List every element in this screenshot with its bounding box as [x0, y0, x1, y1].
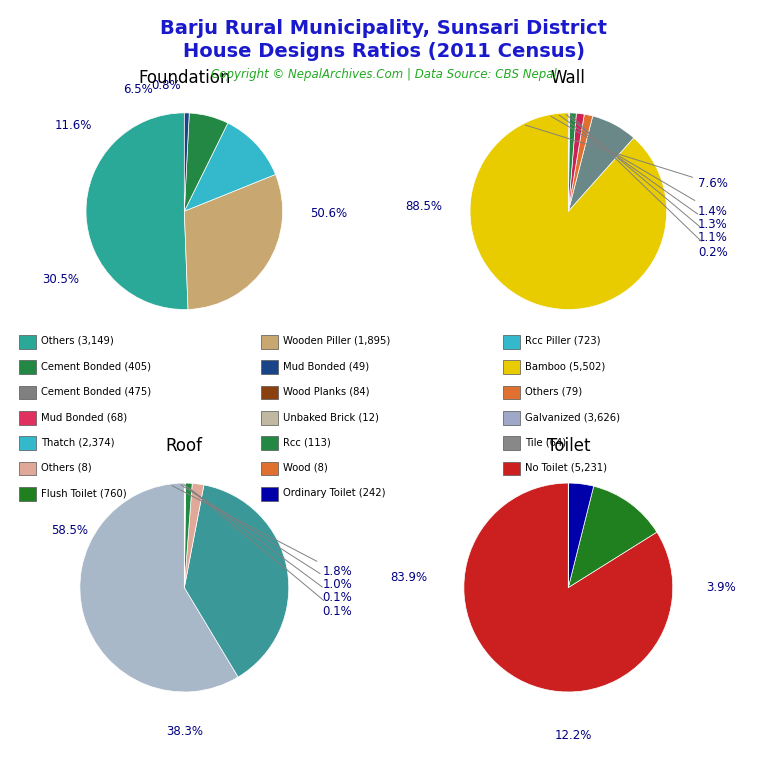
- Wedge shape: [184, 483, 186, 588]
- Title: Toilet: Toilet: [547, 438, 590, 455]
- Text: 1.0%: 1.0%: [180, 485, 352, 591]
- Wedge shape: [568, 486, 657, 588]
- Text: Unbaked Brick (12): Unbaked Brick (12): [283, 412, 379, 422]
- Wedge shape: [184, 485, 289, 677]
- Text: Thatch (2,374): Thatch (2,374): [41, 437, 115, 448]
- Text: Wooden Piller (1,895): Wooden Piller (1,895): [283, 336, 391, 346]
- Text: Galvanized (3,626): Galvanized (3,626): [525, 412, 621, 422]
- Wedge shape: [568, 114, 593, 211]
- Text: Wood (8): Wood (8): [283, 462, 328, 473]
- Text: Copyright © NepalArchives.Com | Data Source: CBS Nepal: Copyright © NepalArchives.Com | Data Sou…: [211, 68, 557, 81]
- Text: Cement Bonded (405): Cement Bonded (405): [41, 361, 151, 372]
- Text: Others (3,149): Others (3,149): [41, 336, 114, 346]
- Text: Cement Bonded (475): Cement Bonded (475): [41, 386, 151, 397]
- Wedge shape: [464, 483, 673, 692]
- Wedge shape: [184, 174, 283, 310]
- Text: Bamboo (5,502): Bamboo (5,502): [525, 361, 605, 372]
- Wedge shape: [184, 113, 189, 211]
- Text: Rcc Piller (723): Rcc Piller (723): [525, 336, 601, 346]
- Text: 1.1%: 1.1%: [567, 114, 728, 244]
- Wedge shape: [80, 483, 238, 692]
- Text: 11.6%: 11.6%: [55, 119, 92, 132]
- Wedge shape: [184, 113, 228, 211]
- Text: 88.5%: 88.5%: [406, 200, 442, 213]
- Text: Tile (64): Tile (64): [525, 437, 567, 448]
- Wedge shape: [568, 113, 570, 211]
- Text: 58.5%: 58.5%: [51, 524, 88, 537]
- Text: 1.8%: 1.8%: [172, 485, 352, 578]
- Text: 0.1%: 0.1%: [184, 485, 352, 604]
- Text: 0.2%: 0.2%: [571, 115, 728, 259]
- Text: Others (8): Others (8): [41, 462, 92, 473]
- Text: 83.9%: 83.9%: [390, 571, 427, 584]
- Title: Wall: Wall: [551, 69, 586, 87]
- Text: Mud Bonded (49): Mud Bonded (49): [283, 361, 369, 372]
- Wedge shape: [568, 113, 576, 211]
- Text: House Designs Ratios (2011 Census): House Designs Ratios (2011 Census): [183, 42, 585, 61]
- Wedge shape: [184, 483, 192, 588]
- Text: 3.9%: 3.9%: [707, 581, 736, 594]
- Text: Others (79): Others (79): [525, 386, 582, 397]
- Title: Foundation: Foundation: [138, 69, 230, 87]
- Wedge shape: [470, 113, 667, 310]
- Text: Flush Toilet (760): Flush Toilet (760): [41, 488, 127, 498]
- Wedge shape: [184, 123, 276, 211]
- Text: Barju Rural Municipality, Sunsari District: Barju Rural Municipality, Sunsari Distri…: [161, 19, 607, 38]
- Text: 1.4%: 1.4%: [551, 116, 728, 217]
- Wedge shape: [568, 483, 594, 588]
- Text: Rcc (113): Rcc (113): [283, 437, 331, 448]
- Text: 50.6%: 50.6%: [310, 207, 347, 220]
- Text: 1.3%: 1.3%: [559, 115, 728, 231]
- Text: 12.2%: 12.2%: [554, 729, 592, 742]
- Wedge shape: [86, 113, 188, 310]
- Text: Mud Bonded (68): Mud Bonded (68): [41, 412, 127, 422]
- Text: No Toilet (5,231): No Toilet (5,231): [525, 462, 607, 473]
- Text: 7.6%: 7.6%: [525, 125, 728, 190]
- Text: Wood Planks (84): Wood Planks (84): [283, 386, 370, 397]
- Wedge shape: [568, 113, 584, 211]
- Title: Roof: Roof: [166, 438, 203, 455]
- Wedge shape: [568, 116, 634, 211]
- Wedge shape: [184, 483, 204, 588]
- Text: Ordinary Toilet (242): Ordinary Toilet (242): [283, 488, 386, 498]
- Text: 6.5%: 6.5%: [123, 83, 153, 96]
- Text: 30.5%: 30.5%: [41, 273, 78, 286]
- Text: 0.1%: 0.1%: [185, 485, 352, 618]
- Text: 0.8%: 0.8%: [151, 79, 181, 92]
- Text: 38.3%: 38.3%: [166, 726, 203, 738]
